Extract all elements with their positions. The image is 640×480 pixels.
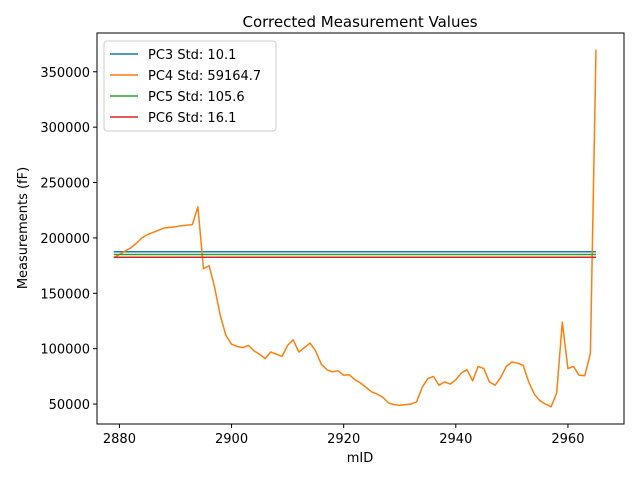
legend-label: PC6 Std: 16.1 [148, 111, 236, 126]
x-tick-label: 2900 [215, 432, 248, 447]
chart-title: Corrected Measurement Values [242, 13, 477, 31]
x-axis: 2880 2900 2920 2940 2960 [103, 424, 584, 447]
x-tick-label: 2920 [327, 432, 360, 447]
y-tick-label: 350000 [40, 66, 90, 81]
x-tick-label: 2940 [439, 432, 472, 447]
legend: PC3 Std: 10.1 PC4 Std: 59164.7 PC5 Std: 10… [103, 40, 277, 132]
y-tick-label: 250000 [40, 177, 90, 192]
y-tick-label: 150000 [40, 287, 90, 302]
y-tick-label: 100000 [40, 343, 90, 358]
legend-label: PC3 Std: 10.1 [148, 48, 236, 63]
x-axis-title: mID [347, 451, 374, 466]
x-tick-label: 2960 [551, 432, 584, 447]
legend-label: PC4 Std: 59164.7 [148, 69, 261, 84]
plot-frame [96, 32, 625, 425]
legend-box [103, 40, 277, 132]
y-tick-label: 300000 [40, 121, 90, 136]
y-axis: 50000 100000 150000 200000 250000 300000 35000… [40, 66, 97, 413]
y-axis-title: Measurements (fF) [16, 167, 31, 289]
series-layer [113, 49, 597, 408]
x-tick-label: 2880 [103, 432, 136, 447]
y-tick-label: 200000 [40, 232, 90, 247]
legend-label: PC5 Std: 105.6 [148, 90, 245, 105]
y-tick-label: 50000 [49, 398, 90, 413]
series-line-2 [113, 49, 597, 408]
